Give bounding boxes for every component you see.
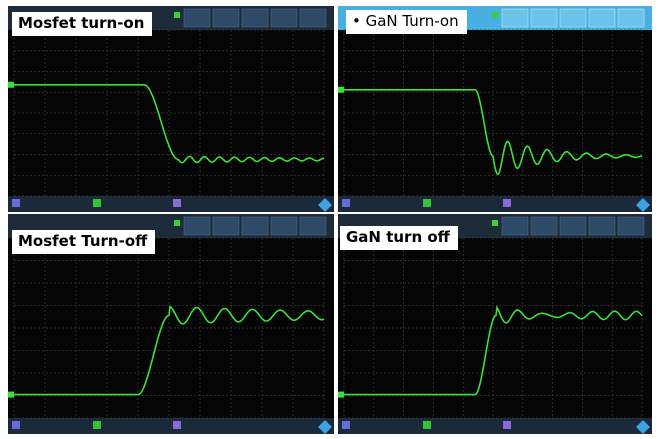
status-chip <box>93 199 101 207</box>
status-chip <box>342 421 350 429</box>
toolbar-button <box>213 217 239 235</box>
scope-panel <box>338 6 652 212</box>
scope-collage <box>0 0 658 439</box>
status-chip <box>503 199 511 207</box>
scope-background <box>338 6 652 212</box>
toolbar-button <box>560 217 586 235</box>
toolbar-button <box>271 217 297 235</box>
channel-marker <box>8 82 14 88</box>
toolbar-button <box>589 217 615 235</box>
toolbar-button <box>589 9 615 27</box>
status-chip <box>173 421 181 429</box>
toolbar-button <box>242 9 268 27</box>
panel-label: Mosfet turn-on <box>12 12 152 36</box>
toolbar-button <box>531 217 557 235</box>
status-chip <box>93 421 101 429</box>
panel-label: Mosfet Turn-off <box>12 230 155 254</box>
status-chip <box>423 199 431 207</box>
channel-marker <box>338 392 344 398</box>
toolbar-button <box>502 9 528 27</box>
channel-indicator <box>174 12 180 18</box>
status-chip <box>173 199 181 207</box>
toolbar-button <box>213 9 239 27</box>
status-chip <box>503 421 511 429</box>
scope-background <box>8 6 334 212</box>
toolbar-button <box>184 9 210 27</box>
toolbar-button <box>618 217 644 235</box>
toolbar-button <box>300 217 326 235</box>
status-chip <box>12 199 20 207</box>
toolbar-button <box>618 9 644 27</box>
status-chip <box>423 421 431 429</box>
scope-status-bar <box>8 418 334 434</box>
channel-indicator <box>174 220 180 226</box>
channel-marker <box>338 87 344 93</box>
toolbar-button <box>271 9 297 27</box>
scope-status-bar <box>338 418 652 434</box>
scope-status-bar <box>338 196 652 212</box>
channel-indicator <box>492 220 498 226</box>
toolbar-button <box>300 9 326 27</box>
scope-status-bar <box>8 196 334 212</box>
status-chip <box>12 421 20 429</box>
toolbar-button <box>242 217 268 235</box>
channel-marker <box>8 392 14 398</box>
panel-label: • GaN Turn-on <box>346 10 467 34</box>
panel-label: GaN turn off <box>340 226 458 250</box>
page: {"panels": [ {"label": "Mosfet turn-on"}… <box>0 0 658 439</box>
toolbar-button <box>560 9 586 27</box>
channel-indicator <box>492 12 498 18</box>
scope-panel <box>8 6 334 212</box>
toolbar-button <box>502 217 528 235</box>
toolbar-button <box>531 9 557 27</box>
status-chip <box>342 199 350 207</box>
toolbar-button <box>184 217 210 235</box>
